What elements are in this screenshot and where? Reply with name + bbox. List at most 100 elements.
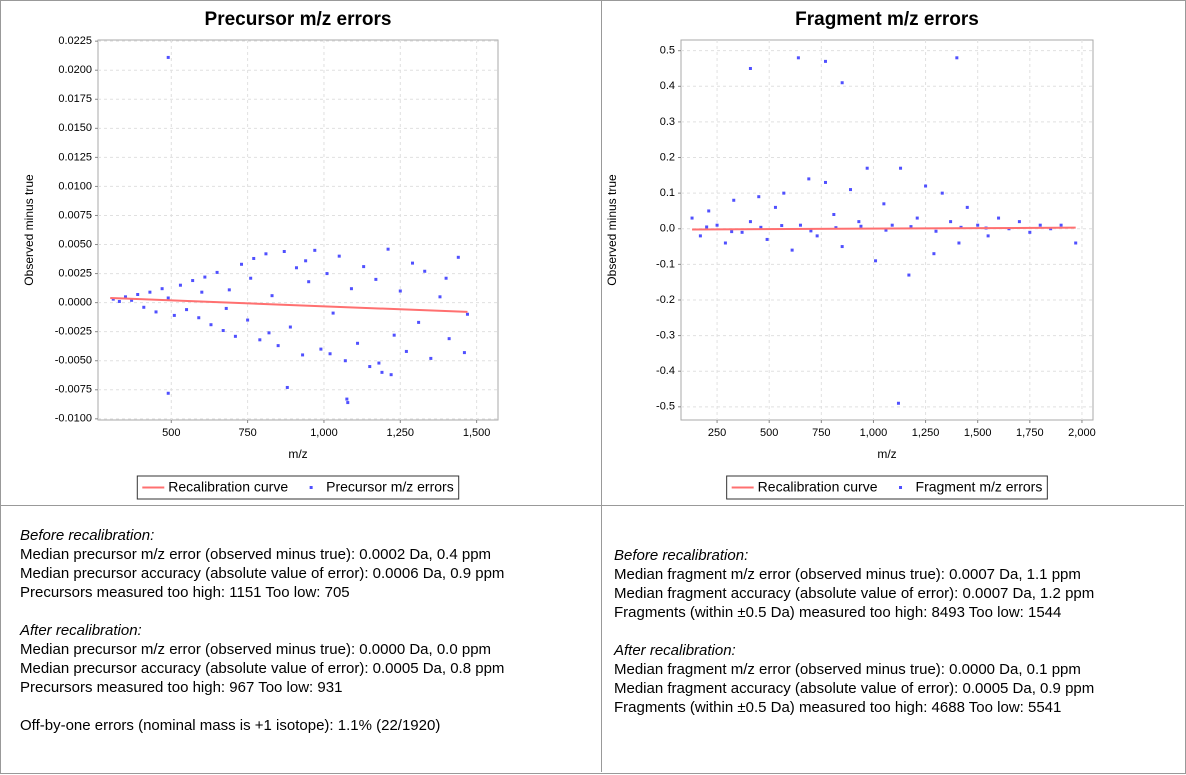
divider bbox=[0, 505, 1184, 506]
y-tick-label: -0.0075 bbox=[55, 384, 92, 396]
y-tick-label: 0.0050 bbox=[58, 238, 92, 250]
data-point bbox=[456, 255, 460, 259]
chart-title: Fragment m/z errors bbox=[795, 9, 979, 30]
data-point bbox=[444, 276, 448, 280]
data-point bbox=[304, 259, 308, 263]
data-point bbox=[1074, 241, 1078, 245]
data-point bbox=[723, 241, 727, 245]
data-point bbox=[154, 310, 158, 314]
data-point bbox=[166, 55, 170, 59]
data-point bbox=[1028, 230, 1032, 234]
data-point bbox=[932, 252, 936, 256]
data-point bbox=[270, 294, 274, 298]
data-point bbox=[915, 216, 919, 220]
data-point bbox=[117, 299, 121, 303]
stats-line: Median precursor accuracy (absolute valu… bbox=[20, 660, 505, 677]
data-point bbox=[438, 295, 442, 299]
divider bbox=[601, 0, 602, 772]
stats-line: Median precursor m/z error (observed min… bbox=[20, 641, 492, 658]
legend-swatch bbox=[899, 486, 903, 489]
data-point bbox=[356, 341, 360, 345]
stats-line: Fragments (within ±0.5 Da) measured too … bbox=[614, 604, 1062, 621]
data-point bbox=[780, 224, 784, 228]
data-point bbox=[319, 347, 323, 351]
data-point bbox=[172, 313, 176, 317]
x-tick-label: 1,250 bbox=[387, 427, 415, 439]
y-tick-label: 0.0000 bbox=[58, 297, 92, 309]
legend-swatch bbox=[309, 486, 313, 489]
recalibration-curve bbox=[110, 296, 468, 313]
data-point bbox=[740, 230, 744, 234]
data-point bbox=[368, 365, 372, 369]
data-point bbox=[823, 59, 827, 63]
stats-line: Fragments (within ±0.5 Da) measured too … bbox=[614, 699, 1062, 716]
data-point bbox=[160, 287, 164, 291]
data-point bbox=[111, 297, 115, 301]
y-tick-label: 0.0225 bbox=[58, 35, 92, 47]
data-point bbox=[130, 298, 134, 302]
y-tick-label: 0.0150 bbox=[58, 122, 92, 134]
y-tick-label: -0.0025 bbox=[55, 326, 92, 338]
data-point bbox=[705, 225, 709, 229]
data-point bbox=[465, 312, 469, 316]
data-point bbox=[215, 270, 219, 274]
data-point bbox=[807, 177, 811, 181]
data-point bbox=[949, 220, 953, 224]
y-tick-label: 0.1 bbox=[660, 187, 675, 199]
data-point bbox=[423, 269, 427, 273]
data-point bbox=[899, 166, 903, 170]
data-point bbox=[166, 296, 170, 300]
data-point bbox=[386, 247, 390, 251]
stats-footer: Off-by-one errors (nominal mass is +1 is… bbox=[20, 717, 441, 734]
data-point bbox=[748, 66, 752, 70]
data-point bbox=[148, 290, 152, 294]
x-tick-label: 2,000 bbox=[1068, 427, 1096, 439]
legend-box bbox=[726, 475, 1048, 500]
data-point bbox=[349, 287, 353, 291]
data-point bbox=[227, 288, 231, 292]
x-tick-label: 1,500 bbox=[463, 427, 491, 439]
y-tick-label: 0.3 bbox=[660, 116, 675, 128]
data-point bbox=[732, 198, 736, 202]
data-point bbox=[142, 305, 146, 309]
stats-panel: Before recalibration: Median precursor m/… bbox=[20, 526, 504, 735]
data-point bbox=[782, 191, 786, 195]
data-point bbox=[233, 334, 237, 338]
data-point bbox=[267, 331, 271, 335]
x-tick-label: 500 bbox=[162, 427, 180, 439]
chart-title: Precursor m/z errors bbox=[205, 9, 392, 30]
data-point bbox=[282, 249, 286, 253]
data-point bbox=[380, 370, 384, 374]
plot-area bbox=[97, 39, 499, 421]
data-point bbox=[1059, 223, 1063, 227]
data-point bbox=[907, 273, 911, 277]
section-heading: Before recalibration: bbox=[614, 547, 749, 564]
data-point bbox=[294, 266, 298, 270]
data-point bbox=[345, 397, 349, 401]
data-point bbox=[166, 391, 170, 395]
data-point bbox=[264, 252, 268, 256]
data-point bbox=[834, 226, 838, 230]
y-tick-label: -0.4 bbox=[656, 365, 675, 377]
data-point bbox=[136, 292, 140, 296]
legend-label: Recalibration curve bbox=[758, 479, 878, 495]
data-point bbox=[865, 166, 869, 170]
data-point bbox=[955, 56, 959, 60]
x-tick-label: 1,500 bbox=[964, 427, 992, 439]
data-point bbox=[276, 344, 280, 348]
data-point bbox=[882, 202, 886, 206]
data-point bbox=[765, 237, 769, 241]
data-point bbox=[934, 229, 938, 233]
data-point bbox=[224, 306, 228, 310]
legend: Recalibration curve Precursor m/z errors bbox=[136, 475, 460, 500]
data-point bbox=[859, 224, 863, 228]
data-point bbox=[337, 254, 341, 258]
x-axis-label: m/z bbox=[877, 447, 896, 461]
x-axis-label: m/z bbox=[288, 447, 307, 461]
legend-label: Recalibration curve bbox=[168, 479, 288, 495]
data-point bbox=[240, 262, 244, 266]
data-point bbox=[346, 401, 350, 405]
data-point bbox=[374, 277, 378, 281]
stats-line: Median fragment m/z error (observed minu… bbox=[614, 566, 1081, 583]
